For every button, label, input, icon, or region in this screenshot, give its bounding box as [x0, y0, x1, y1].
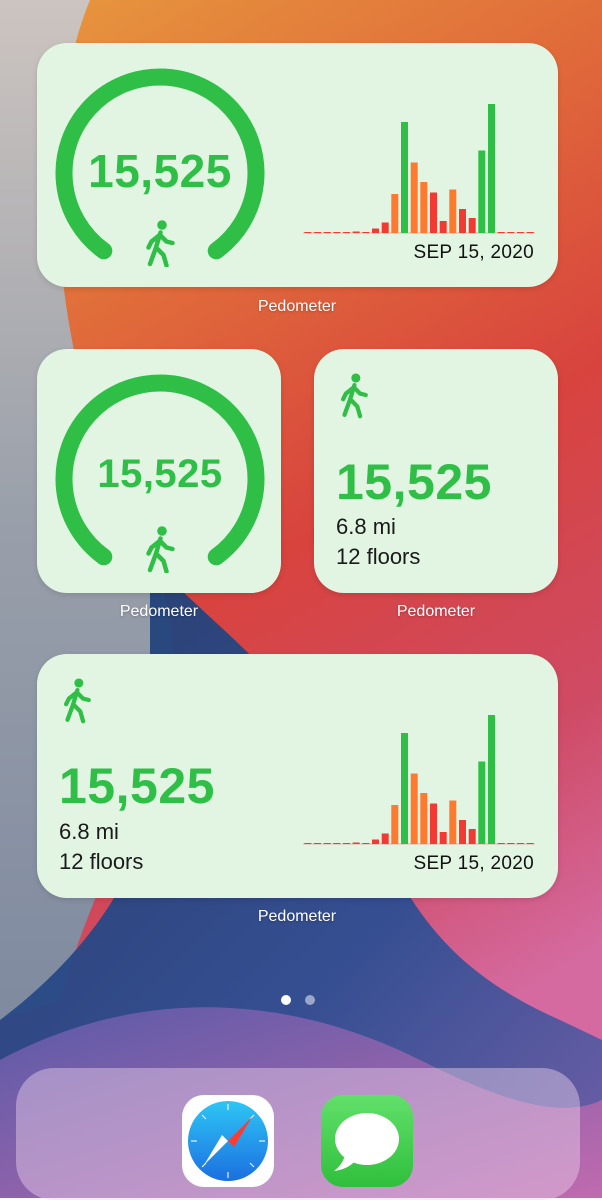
- distance-value: 6.8 mi: [336, 514, 396, 539]
- chart-bar-hour-21: [507, 843, 515, 844]
- steps-count: 15,525: [59, 758, 215, 814]
- floors-value: 12 floors: [59, 849, 144, 874]
- chart-bar-hour-15: [449, 189, 457, 233]
- chart-bar-hour-21: [507, 232, 515, 233]
- chart-bar-hour-12: [420, 182, 428, 233]
- steps-count: 15,525: [97, 452, 223, 496]
- walking-person-icon: [63, 678, 91, 724]
- hourly-steps-chart: [303, 104, 535, 234]
- chart-bar-hour-1: [314, 843, 321, 844]
- distance-value: 6.8 mi: [59, 819, 119, 844]
- chart-bar-hour-14: [439, 221, 447, 233]
- chart-bar-hour-18: [478, 761, 486, 844]
- chart-bar-hour-2: [323, 232, 331, 233]
- chart-bar-hour-2: [323, 843, 331, 844]
- chart-bar-hour-6: [362, 232, 370, 233]
- walking-person-icon: [146, 220, 175, 267]
- chart-bar-hour-13: [430, 192, 437, 233]
- chart-bar-hour-20: [497, 232, 505, 233]
- chart-bar-hour-7: [372, 839, 379, 844]
- hourly-steps-chart: [303, 715, 535, 845]
- chart-bar-hour-4: [343, 843, 350, 844]
- pedometer-large-widget-bottom[interactable]: 15,525 6.8 mi 12 floors SEP 15, 2020: [37, 654, 558, 898]
- chart-bar-hour-0: [304, 232, 312, 233]
- chart-bar-hour-8: [381, 833, 389, 844]
- steps-count: 15,525: [88, 145, 232, 197]
- pedometer-small-ring-widget[interactable]: 15,525: [37, 349, 281, 593]
- chart-bar-hour-10: [401, 733, 408, 844]
- chart-bar-hour-12: [420, 793, 428, 844]
- chart-bar-hour-11: [410, 162, 418, 233]
- chart-bar-hour-15: [449, 800, 457, 844]
- chart-date: SEP 15, 2020: [413, 242, 534, 263]
- widget-label-small-ring: Pedometer: [119, 603, 199, 620]
- dock: [16, 1068, 580, 1200]
- chart-bar-hour-19: [488, 715, 495, 844]
- safari-app-icon[interactable]: [182, 1095, 274, 1187]
- chart-bar-hour-0: [304, 843, 312, 844]
- chart-bar-hour-23: [526, 843, 534, 844]
- chart-bar-hour-17: [468, 829, 476, 844]
- page-dot-1[interactable]: [281, 995, 291, 1005]
- pedometer-small-stats-widget[interactable]: 15,525 6.8 mi 12 floors: [314, 349, 558, 593]
- chart-bar-hour-9: [391, 194, 399, 233]
- steps-progress-ring: [55, 374, 265, 566]
- chart-bar-hour-22: [517, 843, 524, 844]
- messages-app-icon[interactable]: [321, 1095, 413, 1187]
- walking-person-icon: [146, 526, 175, 573]
- chart-bar-hour-22: [517, 232, 524, 233]
- page-dot-2[interactable]: [305, 995, 315, 1005]
- chart-bar-hour-13: [430, 803, 437, 844]
- chart-bar-hour-11: [410, 773, 418, 844]
- chart-date: SEP 15, 2020: [413, 853, 534, 874]
- safari-compass-icon: [188, 1101, 268, 1181]
- chart-bar-hour-8: [381, 222, 389, 233]
- chart-bar-hour-6: [362, 843, 370, 844]
- page-indicator[interactable]: [281, 995, 321, 1007]
- walking-person-icon: [340, 373, 368, 419]
- pedometer-large-widget-top[interactable]: 15,525 SEP 15, 2020: [37, 43, 558, 287]
- chart-bar-hour-16: [459, 209, 466, 233]
- chart-bar-hour-17: [468, 218, 476, 233]
- speech-bubble-icon: [334, 1113, 399, 1171]
- chart-bar-hour-20: [497, 843, 505, 844]
- floors-value: 12 floors: [336, 544, 421, 569]
- chart-bar-hour-7: [372, 228, 379, 233]
- chart-bar-hour-10: [401, 122, 408, 233]
- chart-bar-hour-16: [459, 820, 466, 844]
- chart-bar-hour-9: [391, 805, 399, 844]
- chart-bar-hour-1: [314, 232, 321, 233]
- chart-bar-hour-19: [488, 104, 495, 233]
- chart-bar-hour-3: [333, 232, 341, 233]
- chart-bar-hour-3: [333, 843, 341, 844]
- chart-bar-hour-4: [343, 232, 350, 233]
- chart-bar-hour-18: [478, 150, 486, 233]
- steps-count: 15,525: [336, 454, 492, 510]
- widget-label-large-bottom: Pedometer: [257, 908, 337, 925]
- widget-label-small-stats: Pedometer: [396, 603, 476, 620]
- chart-bar-hour-14: [439, 832, 447, 844]
- widget-label-large-top: Pedometer: [257, 298, 337, 315]
- chart-bar-hour-5: [352, 842, 360, 844]
- chart-bar-hour-23: [526, 232, 534, 233]
- steps-progress-ring: [55, 68, 265, 260]
- chart-bar-hour-5: [352, 231, 360, 233]
